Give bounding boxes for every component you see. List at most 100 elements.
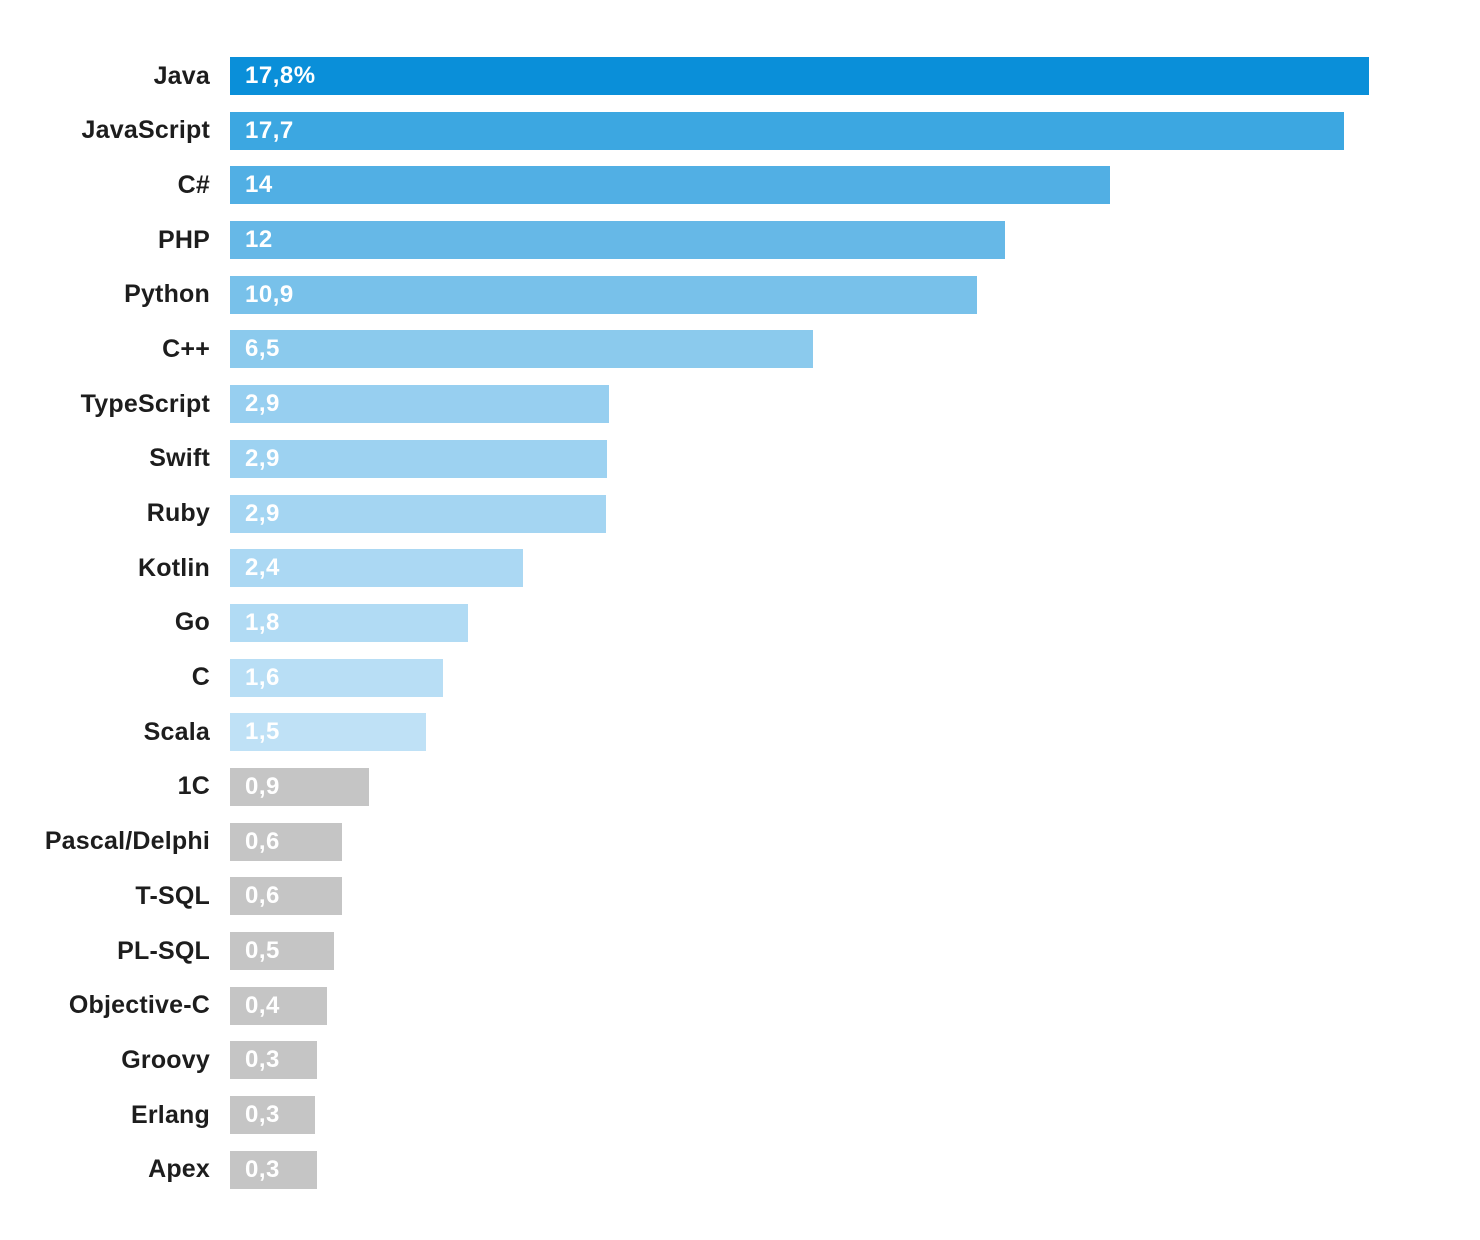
bar-area: 2,9 (230, 439, 1480, 478)
chart-row: Scala 1,5 (0, 713, 1480, 752)
value-label: 1,8 (245, 608, 280, 636)
language-label: JavaScript (81, 116, 210, 145)
chart-row: JavaScript 17,7 (0, 111, 1480, 150)
chart-row: Swift 2,9 (0, 439, 1480, 478)
value-bar: 0,3 (230, 1096, 315, 1135)
value-label: 2,4 (245, 554, 280, 582)
value-label: 1,5 (245, 718, 280, 746)
language-label: Ruby (146, 499, 210, 527)
bar-area: 12 (230, 221, 1480, 260)
value-label: 0,9 (245, 772, 280, 800)
bar-area: 0,3 (230, 1041, 1480, 1080)
value-label: 17,8% (245, 62, 316, 89)
value-bar: 1,8 (230, 603, 468, 642)
chart-row: C++ 6,5 (0, 330, 1480, 369)
chart-row: PL-SQL 0,5 (0, 932, 1480, 970)
value-bar: 0,6 (230, 877, 342, 916)
chart-row: TypeScript 2,9 (0, 385, 1480, 424)
bar-area: 14 (230, 166, 1480, 205)
language-label: Objective-C (68, 991, 210, 1020)
value-bar: 0,3 (230, 1150, 317, 1189)
value-label: 2,9 (245, 499, 280, 527)
value-label: 17,7 (245, 116, 294, 144)
bar-area: 0,3 (230, 1096, 1480, 1135)
value-bar: 2,9 (230, 494, 606, 533)
value-bar: 0,9 (230, 767, 369, 806)
bar-area: 0,6 (230, 822, 1480, 861)
chart-row: Erlang 0,3 (0, 1096, 1480, 1135)
bar-area: 0,5 (230, 932, 1480, 970)
value-bar: 0,4 (230, 986, 327, 1025)
chart-row: Groovy 0,3 (0, 1041, 1480, 1080)
value-bar: 17,8% (230, 57, 1369, 95)
value-bar: 0,3 (230, 1041, 317, 1080)
value-label: 0,4 (245, 991, 280, 1019)
language-label: Kotlin (137, 553, 210, 582)
value-bar: 0,6 (230, 822, 342, 861)
bar-area: 1,8 (230, 603, 1480, 642)
value-bar: 0,5 (230, 932, 334, 970)
bar-area: 1,6 (230, 658, 1480, 697)
language-label: C (191, 663, 210, 692)
value-label: 14 (245, 171, 273, 199)
language-label: Go (174, 608, 210, 637)
language-label: 1C (177, 772, 210, 801)
bar-area: 2,9 (230, 494, 1480, 533)
value-label: 0,3 (245, 1155, 280, 1183)
value-label: 12 (245, 226, 273, 254)
value-label: 2,9 (245, 390, 280, 418)
language-label: Apex (148, 1155, 210, 1184)
language-label: Python (124, 280, 210, 309)
bar-area: 10,9 (230, 275, 1480, 314)
language-label: Groovy (121, 1045, 210, 1074)
chart-row: Apex 0,3 (0, 1150, 1480, 1189)
language-label: T-SQL (135, 881, 210, 910)
chart-row: Java 17,8% (0, 57, 1480, 95)
bar-area: 0,4 (230, 986, 1480, 1025)
value-bar: 2,9 (230, 385, 609, 424)
value-bar: 1,6 (230, 658, 443, 697)
value-bar: 2,9 (230, 439, 607, 478)
language-label: Pascal/Delphi (44, 827, 210, 856)
language-label: C++ (162, 334, 210, 363)
bar-area: 2,4 (230, 549, 1480, 588)
language-label: Erlang (131, 1100, 210, 1129)
language-label: Java (153, 61, 210, 90)
language-label: PL-SQL (117, 936, 210, 965)
value-bar: 14 (230, 166, 1110, 205)
bar-area: 6,5 (230, 330, 1480, 369)
value-label: 10,9 (245, 280, 294, 308)
bar-area: 0,9 (230, 767, 1480, 806)
chart-row: PHP 12 (0, 221, 1480, 260)
bar-area: 17,7 (230, 111, 1480, 150)
chart-row: T-SQL 0,6 (0, 877, 1480, 916)
bar-area: 1,5 (230, 713, 1480, 752)
chart-row: Kotlin 2,4 (0, 549, 1480, 588)
language-label: C# (177, 170, 210, 199)
value-label: 1,6 (245, 663, 280, 691)
value-label: 0,6 (245, 827, 280, 855)
value-label: 2,9 (245, 444, 280, 472)
chart-row: Go 1,8 (0, 603, 1480, 642)
bar-area: 0,3 (230, 1150, 1480, 1189)
chart-row: Pascal/Delphi 0,6 (0, 822, 1480, 861)
value-label: 0,6 (245, 882, 280, 910)
language-label: TypeScript (80, 389, 210, 418)
value-label: 0,3 (245, 1101, 280, 1129)
bar-area: 2,9 (230, 385, 1480, 424)
value-label: 6,5 (245, 335, 280, 363)
chart-row: Objective-C 0,4 (0, 986, 1480, 1025)
language-label: Swift (149, 444, 210, 473)
language-label: Scala (143, 717, 210, 746)
chart-row: 1C 0,9 (0, 767, 1480, 806)
chart-row: C# 14 (0, 166, 1480, 205)
value-bar: 12 (230, 221, 1005, 260)
value-bar: 1,5 (230, 713, 426, 752)
chart-row: Python 10,9 (0, 275, 1480, 314)
value-bar: 2,4 (230, 549, 523, 588)
bar-area: 0,6 (230, 877, 1480, 916)
value-label: 0,3 (245, 1046, 280, 1074)
value-bar: 10,9 (230, 275, 977, 314)
value-bar: 17,7 (230, 111, 1344, 150)
chart-row: Ruby 2,9 (0, 494, 1480, 533)
